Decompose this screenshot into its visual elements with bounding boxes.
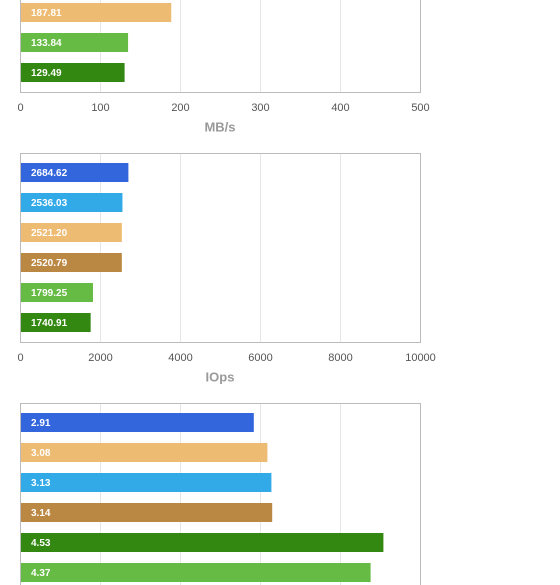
x-tick-label: 200 bbox=[171, 102, 189, 114]
x-tick-label: 6000 bbox=[248, 352, 272, 364]
bar bbox=[21, 63, 125, 82]
value-label: 2520.79 bbox=[31, 258, 68, 269]
bar bbox=[21, 313, 91, 332]
bar bbox=[21, 413, 254, 432]
x-tick-label: 8000 bbox=[328, 352, 352, 364]
x-tick-label: 0 bbox=[17, 102, 23, 114]
x-tick-label: 2000 bbox=[88, 352, 112, 364]
value-label: 187.81 bbox=[31, 8, 62, 19]
x-tick-label: 400 bbox=[331, 102, 349, 114]
bar bbox=[21, 3, 172, 22]
x-tick-label: 100 bbox=[91, 102, 109, 114]
x-axis-title: IOps bbox=[206, 369, 235, 384]
value-label: 4.37 bbox=[31, 568, 51, 579]
value-label: 2536.03 bbox=[31, 198, 68, 209]
value-label: 3.14 bbox=[31, 508, 51, 519]
value-label: 1799.25 bbox=[31, 288, 68, 299]
value-label: 1740.91 bbox=[31, 318, 68, 329]
x-tick-label: 300 bbox=[251, 102, 269, 114]
bar bbox=[21, 283, 93, 302]
bar bbox=[21, 33, 129, 52]
x-tick-label: 4000 bbox=[168, 352, 192, 364]
x-tick-label: 10000 bbox=[405, 352, 436, 364]
x-tick-label: 500 bbox=[411, 102, 429, 114]
value-label: 3.13 bbox=[31, 478, 51, 489]
bar bbox=[21, 163, 129, 182]
bar bbox=[21, 253, 122, 272]
plot-area bbox=[20, 153, 421, 343]
bar bbox=[21, 503, 273, 522]
x-axis-title: MB/s bbox=[204, 119, 235, 134]
value-label: 2521.20 bbox=[31, 228, 68, 239]
x-tick-label: 0 bbox=[17, 352, 23, 364]
value-label: 3.08 bbox=[31, 448, 51, 459]
value-label: 2684.62 bbox=[31, 168, 68, 179]
plot-area bbox=[20, 403, 421, 585]
bar bbox=[21, 193, 123, 212]
value-label: 2.91 bbox=[31, 418, 51, 429]
bar bbox=[21, 473, 272, 492]
bar bbox=[21, 443, 268, 462]
bar bbox=[21, 563, 371, 582]
value-label: 133.84 bbox=[31, 38, 62, 49]
value-label: 129.49 bbox=[31, 68, 62, 79]
bar bbox=[21, 223, 122, 242]
value-label: 4.53 bbox=[31, 538, 51, 549]
bar bbox=[21, 533, 384, 552]
